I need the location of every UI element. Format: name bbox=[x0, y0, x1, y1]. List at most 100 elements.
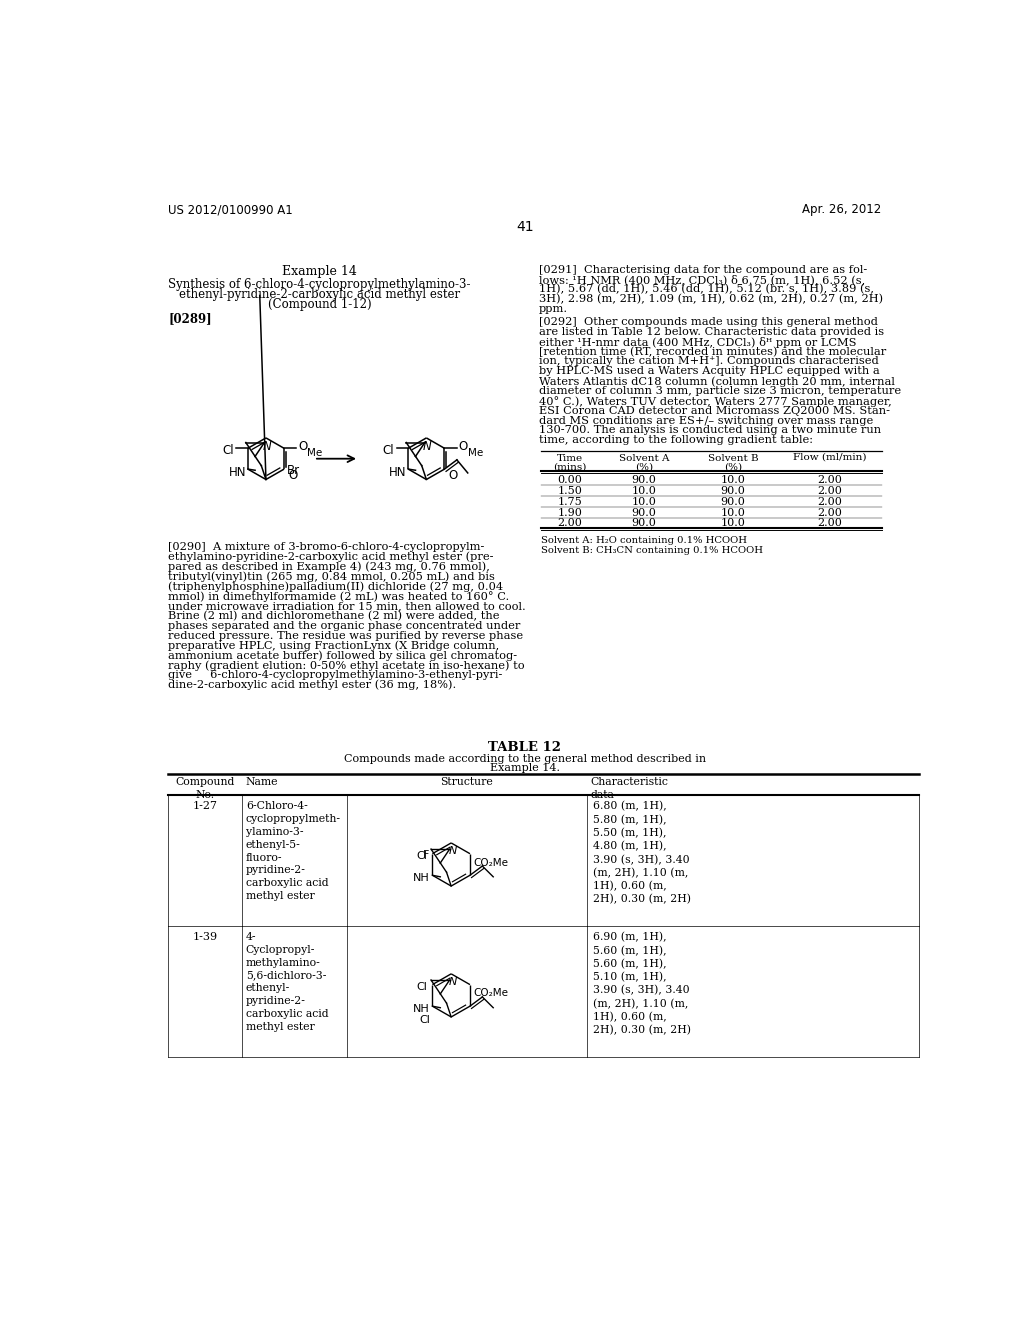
Text: either ¹H-nmr data (400 MHz, CDCl₃) δᴴ ppm or LCMS: either ¹H-nmr data (400 MHz, CDCl₃) δᴴ p… bbox=[539, 337, 856, 347]
Text: 10.0: 10.0 bbox=[721, 519, 745, 528]
Text: Cl: Cl bbox=[222, 444, 233, 457]
Text: 2.00: 2.00 bbox=[817, 507, 842, 517]
Text: 2.00: 2.00 bbox=[817, 486, 842, 496]
Text: [0289]: [0289] bbox=[168, 313, 212, 326]
Text: Cl: Cl bbox=[419, 1015, 430, 1026]
Text: O: O bbox=[459, 441, 468, 453]
Text: Cl: Cl bbox=[383, 444, 394, 457]
Text: are listed in Table 12 below. Characteristic data provided is: are listed in Table 12 below. Characteri… bbox=[539, 327, 884, 337]
Text: 6.90 (m, 1H),
5.60 (m, 1H),
5.60 (m, 1H),
5.10 (m, 1H),
3.90 (s, 3H), 3.40
(m, 2: 6.90 (m, 1H), 5.60 (m, 1H), 5.60 (m, 1H)… bbox=[593, 932, 691, 1035]
Text: by HPLC-MS used a Waters Acquity HPLC equipped with a: by HPLC-MS used a Waters Acquity HPLC eq… bbox=[539, 367, 880, 376]
Text: ESI Corona CAD detector and Micromass ZQ2000 MS. Stan-: ESI Corona CAD detector and Micromass ZQ… bbox=[539, 405, 890, 416]
Text: Cl: Cl bbox=[417, 851, 428, 861]
Text: Me: Me bbox=[307, 447, 323, 458]
Text: 90.0: 90.0 bbox=[721, 496, 745, 507]
Text: (%): (%) bbox=[635, 462, 653, 471]
Text: 41: 41 bbox=[516, 220, 534, 234]
Text: pared as described in Example 4) (243 mg, 0.76 mmol),: pared as described in Example 4) (243 mg… bbox=[168, 561, 490, 572]
Text: 90.0: 90.0 bbox=[632, 507, 656, 517]
Text: 10.0: 10.0 bbox=[721, 475, 745, 486]
Text: NH: NH bbox=[414, 874, 430, 883]
Text: N: N bbox=[262, 441, 271, 453]
Text: 1.50: 1.50 bbox=[558, 486, 583, 496]
Text: ethylamino-pyridine-2-carboxylic acid methyl ester (pre-: ethylamino-pyridine-2-carboxylic acid me… bbox=[168, 552, 494, 562]
Text: [retention time (RT, recorded in minutes) and the molecular: [retention time (RT, recorded in minutes… bbox=[539, 347, 886, 356]
Text: Time: Time bbox=[557, 454, 584, 462]
Text: NH: NH bbox=[414, 1005, 430, 1014]
Text: Name: Name bbox=[246, 776, 279, 787]
Text: HN: HN bbox=[389, 466, 407, 479]
Text: Compounds made according to the general method described in: Compounds made according to the general … bbox=[344, 754, 706, 763]
Text: 1-39: 1-39 bbox=[193, 932, 218, 942]
Text: dard MS conditions are ES+/– switching over mass range: dard MS conditions are ES+/– switching o… bbox=[539, 416, 873, 425]
Text: N: N bbox=[449, 977, 457, 987]
Text: 3H), 2.98 (m, 2H), 1.09 (m, 1H), 0.62 (m, 2H), 0.27 (m, 2H): 3H), 2.98 (m, 2H), 1.09 (m, 1H), 0.62 (m… bbox=[539, 294, 883, 305]
Text: 6-Chloro-4-
cyclopropylmeth-
ylamino-3-
ethenyl-5-
fluoro-
pyridine-2-
carboxyli: 6-Chloro-4- cyclopropylmeth- ylamino-3- … bbox=[246, 801, 341, 902]
Text: mmol) in dimethylformamide (2 mL) was heated to 160° C.: mmol) in dimethylformamide (2 mL) was he… bbox=[168, 591, 510, 602]
Text: O: O bbox=[298, 441, 307, 453]
Text: 1.75: 1.75 bbox=[558, 496, 583, 507]
Text: dine-2-carboxylic acid methyl ester (36 mg, 18%).: dine-2-carboxylic acid methyl ester (36 … bbox=[168, 680, 457, 690]
Text: tributyl(vinyl)tin (265 mg, 0.84 mmol, 0.205 mL) and bis: tributyl(vinyl)tin (265 mg, 0.84 mmol, 0… bbox=[168, 572, 496, 582]
Text: Compound
No.: Compound No. bbox=[175, 776, 234, 800]
Text: Brine (2 ml) and dichloromethane (2 ml) were added, the: Brine (2 ml) and dichloromethane (2 ml) … bbox=[168, 611, 500, 622]
Text: (%): (%) bbox=[724, 462, 742, 471]
Text: 10.0: 10.0 bbox=[632, 486, 656, 496]
Text: give     6-chloro-4-cyclopropylmethylamino-3-ethenyl-pyri-: give 6-chloro-4-cyclopropylmethylamino-3… bbox=[168, 671, 503, 680]
Text: Solvent B: CH₃CN containing 0.1% HCOOH: Solvent B: CH₃CN containing 0.1% HCOOH bbox=[541, 546, 763, 554]
Text: N: N bbox=[449, 846, 457, 855]
Text: 130-700. The analysis is conducted using a two minute run: 130-700. The analysis is conducted using… bbox=[539, 425, 881, 436]
Text: raphy (gradient elution: 0-50% ethyl acetate in iso-hexane) to: raphy (gradient elution: 0-50% ethyl ace… bbox=[168, 660, 525, 671]
Text: 2.00: 2.00 bbox=[817, 519, 842, 528]
Text: F: F bbox=[423, 850, 429, 861]
Text: 90.0: 90.0 bbox=[632, 519, 656, 528]
Text: (Compound 1-12): (Compound 1-12) bbox=[267, 298, 372, 310]
Text: Br: Br bbox=[287, 465, 300, 477]
Text: 2.00: 2.00 bbox=[817, 475, 842, 486]
Text: preparative HPLC, using FractionLynx (X Bridge column,: preparative HPLC, using FractionLynx (X … bbox=[168, 640, 500, 651]
Text: Structure: Structure bbox=[440, 776, 493, 787]
Text: CO₂Me: CO₂Me bbox=[474, 989, 509, 998]
Text: 2.00: 2.00 bbox=[817, 496, 842, 507]
Text: ion, typically the cation M+H⁺]. Compounds characterised: ion, typically the cation M+H⁺]. Compoun… bbox=[539, 356, 879, 367]
Text: Apr. 26, 2012: Apr. 26, 2012 bbox=[802, 203, 882, 216]
Text: 40° C.), Waters TUV detector, Waters 2777 Sample manager,: 40° C.), Waters TUV detector, Waters 277… bbox=[539, 396, 892, 407]
Text: ethenyl-pyridine-2-carboxylic acid methyl ester: ethenyl-pyridine-2-carboxylic acid methy… bbox=[179, 288, 460, 301]
Text: HN: HN bbox=[228, 466, 247, 479]
Text: O: O bbox=[288, 469, 297, 482]
Text: 90.0: 90.0 bbox=[721, 486, 745, 496]
Text: 10.0: 10.0 bbox=[721, 507, 745, 517]
Text: reduced pressure. The residue was purified by reverse phase: reduced pressure. The residue was purifi… bbox=[168, 631, 523, 640]
Text: 10.0: 10.0 bbox=[632, 496, 656, 507]
Text: time, according to the following gradient table:: time, according to the following gradien… bbox=[539, 436, 813, 445]
Text: (triphenylphosphine)palladium(II) dichloride (27 mg, 0.04: (triphenylphosphine)palladium(II) dichlo… bbox=[168, 581, 504, 591]
Text: 6.80 (m, 1H),
5.80 (m, 1H),
5.50 (m, 1H),
4.80 (m, 1H),
3.90 (s, 3H), 3.40
(m, 2: 6.80 (m, 1H), 5.80 (m, 1H), 5.50 (m, 1H)… bbox=[593, 801, 691, 904]
Text: ammonium acetate buffer) followed by silica gel chromatog-: ammonium acetate buffer) followed by sil… bbox=[168, 651, 517, 661]
Text: [0292]  Other compounds made using this general method: [0292] Other compounds made using this g… bbox=[539, 317, 878, 327]
Text: 1H), 5.67 (dd, 1H), 5.46 (dd, 1H), 5.12 (br. s, 1H), 3.89 (s,: 1H), 5.67 (dd, 1H), 5.46 (dd, 1H), 5.12 … bbox=[539, 284, 873, 294]
Text: Example 14: Example 14 bbox=[282, 264, 356, 277]
Text: 2.00: 2.00 bbox=[558, 519, 583, 528]
Text: Waters Atlantis dC18 column (column length 20 mm, internal: Waters Atlantis dC18 column (column leng… bbox=[539, 376, 895, 387]
Text: Characteristic
data: Characteristic data bbox=[591, 776, 669, 800]
Text: US 2012/0100990 A1: US 2012/0100990 A1 bbox=[168, 203, 293, 216]
Text: Me: Me bbox=[468, 447, 483, 458]
Text: Solvent A: H₂O containing 0.1% HCOOH: Solvent A: H₂O containing 0.1% HCOOH bbox=[541, 536, 748, 545]
Text: 1.90: 1.90 bbox=[558, 507, 583, 517]
Text: 4-
Cyclopropyl-
methylamino-
5,6-dichloro-3-
ethenyl-
pyridine-2-
carboxylic aci: 4- Cyclopropyl- methylamino- 5,6-dichlor… bbox=[246, 932, 329, 1032]
Text: Flow (ml/min): Flow (ml/min) bbox=[793, 453, 866, 462]
Text: Cl: Cl bbox=[417, 982, 428, 991]
Text: phases separated and the organic phase concentrated under: phases separated and the organic phase c… bbox=[168, 620, 520, 631]
Text: ppm.: ppm. bbox=[539, 304, 568, 314]
Text: (mins): (mins) bbox=[553, 462, 587, 471]
Text: [0291]  Characterising data for the compound are as fol-: [0291] Characterising data for the compo… bbox=[539, 264, 867, 275]
Text: diameter of column 3 mm, particle size 3 micron, temperature: diameter of column 3 mm, particle size 3… bbox=[539, 385, 901, 396]
Text: N: N bbox=[423, 441, 431, 453]
Text: [0290]  A mixture of 3-bromo-6-chloro-4-cyclopropylm-: [0290] A mixture of 3-bromo-6-chloro-4-c… bbox=[168, 543, 484, 552]
Text: 1-27: 1-27 bbox=[193, 801, 218, 812]
Text: lows: ¹H NMR (400 MHz, CDCl₃) δ 6.75 (m, 1H), 6.52 (s,: lows: ¹H NMR (400 MHz, CDCl₃) δ 6.75 (m,… bbox=[539, 275, 865, 285]
Text: Solvent A: Solvent A bbox=[618, 454, 669, 462]
Text: TABLE 12: TABLE 12 bbox=[488, 742, 561, 754]
Text: under microwave irradiation for 15 min, then allowed to cool.: under microwave irradiation for 15 min, … bbox=[168, 601, 526, 611]
Text: O: O bbox=[449, 469, 458, 482]
